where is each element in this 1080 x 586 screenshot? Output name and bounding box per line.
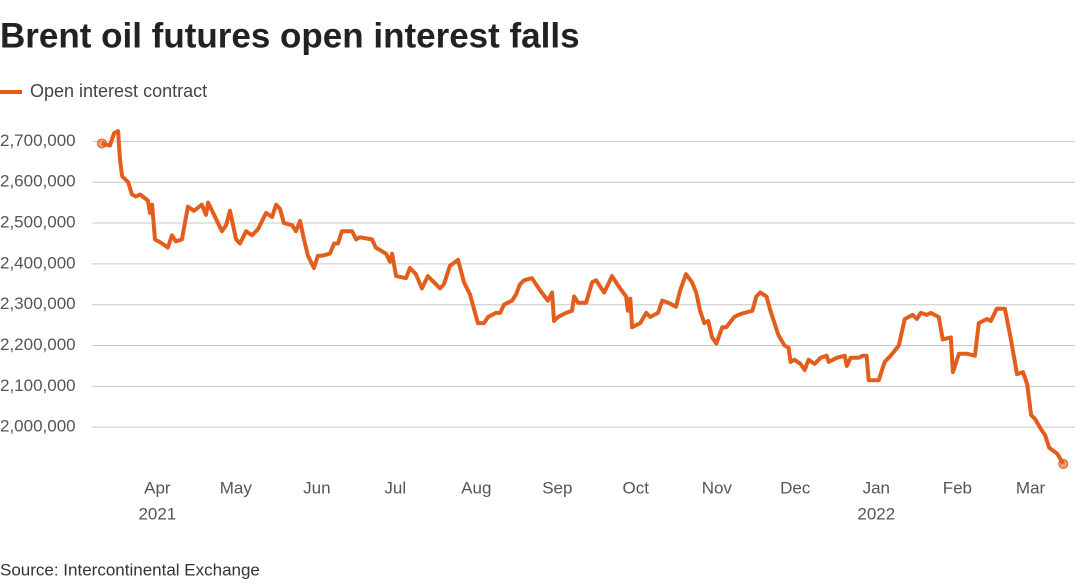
legend-label: Open interest contract	[30, 81, 207, 101]
x-tick-label: Nov	[702, 478, 733, 497]
x-tick-label: Jan	[863, 478, 890, 497]
line	[101, 129, 1065, 465]
y-tick-label: 2,300,000	[0, 294, 76, 313]
y-tick-label: 2,200,000	[0, 335, 76, 354]
chart-title: Brent oil futures open interest falls	[0, 16, 580, 55]
x-tick-label: Oct	[623, 478, 650, 497]
x-tick-label: Jun	[303, 478, 330, 497]
x-tick-label: Jul	[384, 478, 406, 497]
year-label: 2021	[138, 504, 176, 523]
source: Source: Intercontinental Exchange	[0, 560, 260, 579]
x-tick-label: Aug	[461, 478, 491, 497]
year-label: 2022	[857, 504, 895, 523]
y-tick-label: 2,400,000	[0, 253, 76, 272]
x-tick-label: Apr	[144, 478, 171, 497]
x-tick-label: Dec	[780, 478, 811, 497]
y-tick-label: 2,600,000	[0, 172, 76, 191]
y-tick-label: 2,000,000	[0, 417, 76, 436]
y-tick-label: 2,100,000	[0, 376, 76, 395]
x-tick-label: Sep	[542, 478, 572, 497]
x-tick-label: Feb	[943, 478, 972, 497]
x-tick-label: Mar	[1016, 478, 1046, 497]
x-tick-label: May	[220, 478, 253, 497]
end-point	[1058, 458, 1069, 469]
y-tick-label: 2,500,000	[0, 213, 76, 232]
y-tick-label: 2,700,000	[0, 131, 76, 150]
end-point	[96, 138, 107, 149]
